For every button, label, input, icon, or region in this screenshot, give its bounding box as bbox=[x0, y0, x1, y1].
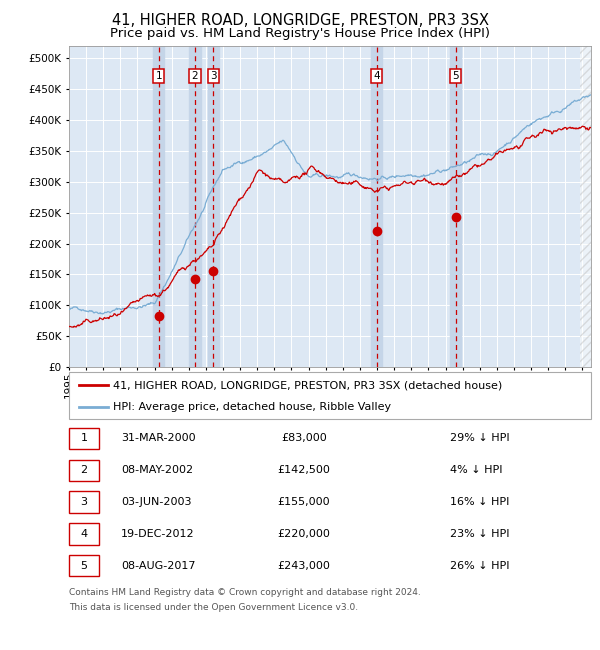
Bar bbox=[190, 46, 200, 367]
Text: £83,000: £83,000 bbox=[281, 434, 327, 443]
Text: 26% ↓ HPI: 26% ↓ HPI bbox=[450, 561, 509, 571]
Text: HPI: Average price, detached house, Ribble Valley: HPI: Average price, detached house, Ribb… bbox=[113, 402, 391, 411]
Bar bbox=[208, 46, 218, 367]
Text: 1: 1 bbox=[155, 71, 162, 81]
Text: £243,000: £243,000 bbox=[277, 561, 331, 571]
Text: 08-AUG-2017: 08-AUG-2017 bbox=[121, 561, 196, 571]
FancyBboxPatch shape bbox=[69, 460, 99, 481]
Text: 3: 3 bbox=[210, 71, 217, 81]
Text: £142,500: £142,500 bbox=[277, 465, 331, 475]
Text: Contains HM Land Registry data © Crown copyright and database right 2024.: Contains HM Land Registry data © Crown c… bbox=[69, 588, 421, 597]
Bar bbox=[450, 46, 461, 367]
Text: 5: 5 bbox=[80, 561, 88, 571]
Text: 31-MAR-2000: 31-MAR-2000 bbox=[121, 434, 196, 443]
Text: Price paid vs. HM Land Registry's House Price Index (HPI): Price paid vs. HM Land Registry's House … bbox=[110, 27, 490, 40]
Text: 2: 2 bbox=[80, 465, 88, 475]
Text: 1: 1 bbox=[80, 434, 88, 443]
Bar bbox=[371, 46, 382, 367]
Text: 23% ↓ HPI: 23% ↓ HPI bbox=[450, 529, 509, 539]
Text: 4% ↓ HPI: 4% ↓ HPI bbox=[450, 465, 503, 475]
Text: 41, HIGHER ROAD, LONGRIDGE, PRESTON, PR3 3SX (detached house): 41, HIGHER ROAD, LONGRIDGE, PRESTON, PR3… bbox=[113, 380, 503, 390]
FancyBboxPatch shape bbox=[69, 555, 99, 577]
Text: 03-JUN-2003: 03-JUN-2003 bbox=[121, 497, 192, 507]
Text: 29% ↓ HPI: 29% ↓ HPI bbox=[450, 434, 509, 443]
Text: 41, HIGHER ROAD, LONGRIDGE, PRESTON, PR3 3SX: 41, HIGHER ROAD, LONGRIDGE, PRESTON, PR3… bbox=[112, 13, 488, 28]
Text: 2: 2 bbox=[191, 71, 198, 81]
Text: 08-MAY-2002: 08-MAY-2002 bbox=[121, 465, 193, 475]
Text: £220,000: £220,000 bbox=[277, 529, 331, 539]
FancyBboxPatch shape bbox=[69, 372, 591, 419]
Text: 4: 4 bbox=[373, 71, 380, 81]
Text: This data is licensed under the Open Government Licence v3.0.: This data is licensed under the Open Gov… bbox=[69, 603, 358, 612]
FancyBboxPatch shape bbox=[69, 523, 99, 545]
FancyBboxPatch shape bbox=[69, 428, 99, 449]
Bar bbox=[153, 46, 164, 367]
Bar bbox=[580, 46, 591, 367]
Text: 19-DEC-2012: 19-DEC-2012 bbox=[121, 529, 195, 539]
FancyBboxPatch shape bbox=[69, 491, 99, 513]
Text: £155,000: £155,000 bbox=[278, 497, 330, 507]
Text: 16% ↓ HPI: 16% ↓ HPI bbox=[450, 497, 509, 507]
Text: 5: 5 bbox=[452, 71, 459, 81]
Text: 4: 4 bbox=[80, 529, 88, 539]
Text: 3: 3 bbox=[80, 497, 88, 507]
